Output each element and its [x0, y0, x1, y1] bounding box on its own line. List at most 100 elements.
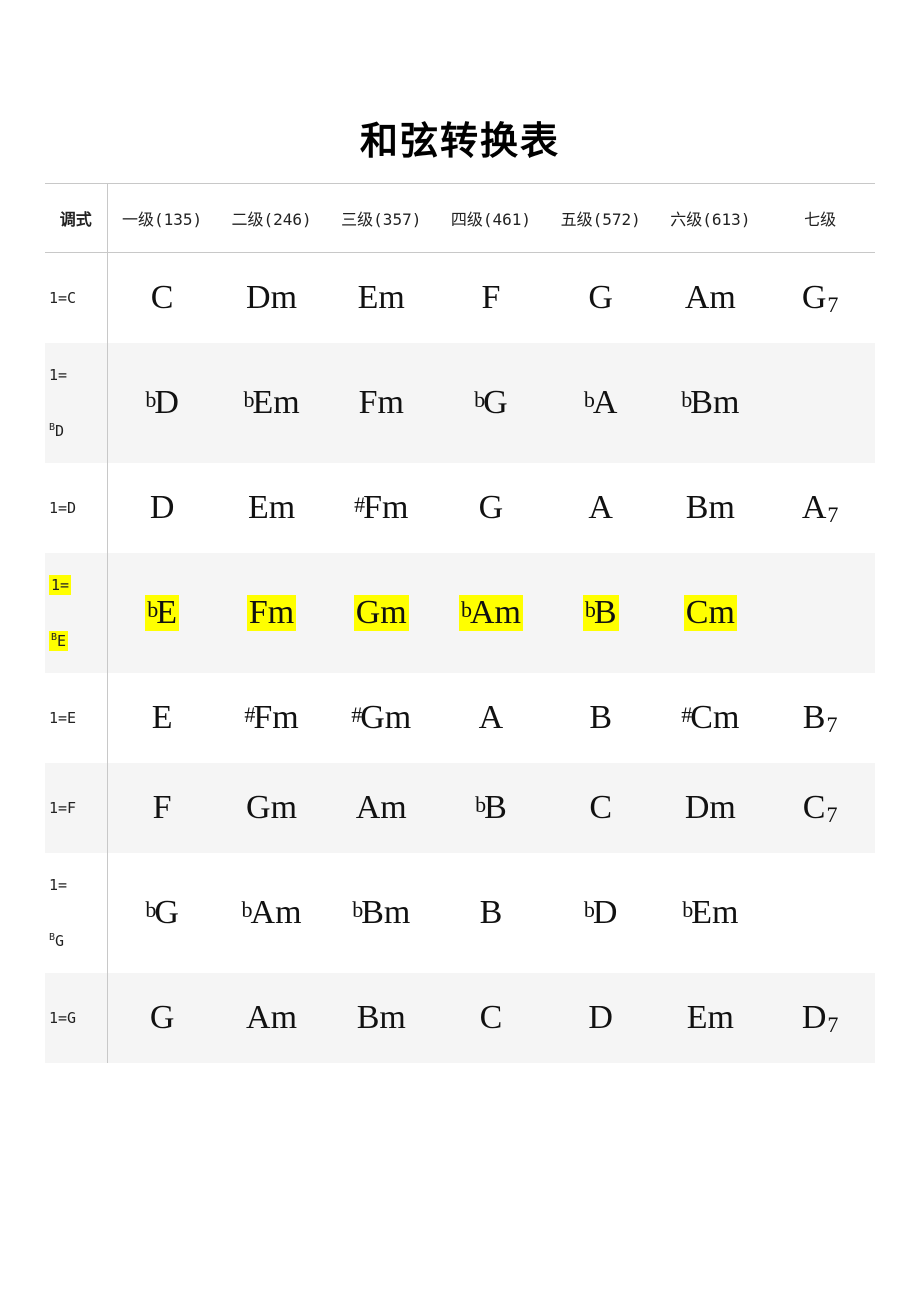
chord-cell: Em [217, 463, 327, 553]
chord-root: B [484, 789, 507, 826]
chord-suffix: 7 [827, 292, 838, 317]
key-cell: 1= BG [45, 853, 107, 973]
chord-cell: G [107, 973, 217, 1063]
chord-cell: C [546, 763, 656, 853]
key-cell: 1=G [45, 973, 107, 1063]
key-label: 1=D [49, 499, 107, 517]
table-row: 1=BDbDbEm FmbGbAbBm [45, 343, 875, 463]
chord-cell: Dm [656, 763, 766, 853]
chord-cell: Bm [326, 973, 436, 1063]
chord-cell: Gm [326, 553, 436, 673]
chord-cell: Fm [326, 343, 436, 463]
chord-cell: Cm [656, 553, 766, 673]
chord-cell: bE [107, 553, 217, 673]
chord-cell: #Cm [656, 673, 766, 763]
key-cell: 1=F [45, 763, 107, 853]
chord-root: G [802, 279, 827, 316]
chord-root: Fm [253, 699, 298, 736]
chord-cell: B [546, 673, 656, 763]
chord-suffix: 7 [827, 1012, 838, 1037]
key-label: BG [49, 932, 107, 950]
chord-root: Am [356, 789, 407, 826]
chord-root: G [479, 489, 504, 526]
chord-cell: Am [326, 763, 436, 853]
chord-root: F [153, 789, 172, 826]
chord-root: B [480, 894, 503, 931]
chord-root: B [803, 699, 826, 736]
key-label: 1= [49, 876, 107, 894]
chord-cell: bBm [326, 853, 436, 973]
chord-suffix: 7 [826, 802, 837, 827]
chord-root: Am [251, 894, 302, 931]
chord-cell: C7 [765, 763, 875, 853]
chord-root: A [802, 489, 827, 526]
chord-cell: bBm [656, 343, 766, 463]
table-row: 1=BEbEFmGmbAmbBCm [45, 553, 875, 673]
chord-root: C [803, 789, 826, 826]
table-row: 1=EE#Fm#GmAB#CmB7 [45, 673, 875, 763]
col-deg6: 六级(613) [656, 184, 766, 253]
col-deg5: 五级(572) [546, 184, 656, 253]
chord-root: G [154, 894, 179, 931]
chord-root: Am [470, 594, 521, 631]
chord-cell: bD [107, 343, 217, 463]
chord-root: E [152, 699, 173, 736]
key-cell: 1=C [45, 253, 107, 344]
chord-root: G [588, 279, 613, 316]
key-label: 1=G [49, 1009, 107, 1027]
chord-cell: F [107, 763, 217, 853]
chord-cell: D [546, 973, 656, 1063]
chord-cell: D [107, 463, 217, 553]
chord-cell: bA [546, 343, 656, 463]
key-label: 1= [49, 576, 107, 594]
chord-root: D [150, 489, 175, 526]
chord-cell: Dm [217, 253, 327, 344]
chord-cell: bD [546, 853, 656, 973]
chord-root: Bm [361, 894, 410, 931]
chord-root: D [154, 384, 179, 421]
chord-table: 调式 一级(135) 二级(246) 三级(357) 四级(461) 五级(57… [45, 183, 875, 1063]
key-label: 1=F [49, 799, 107, 817]
chord-root: Bm [690, 384, 739, 421]
chord-cell: G7 [765, 253, 875, 344]
key-cell: 1=E [45, 673, 107, 763]
chord-root: D [588, 999, 613, 1036]
chord-cell: G [546, 253, 656, 344]
chord-cell: Am [656, 253, 766, 344]
chord-cell: bG [107, 853, 217, 973]
table-row: 1=CCDmEmFGAmG7 [45, 253, 875, 344]
chord-cell: Am [217, 973, 327, 1063]
chord-cell [765, 343, 875, 463]
chord-root: Fm [359, 384, 404, 421]
chord-root: Gm [246, 789, 297, 826]
chord-root: Cm [690, 699, 739, 736]
col-key: 调式 [45, 184, 107, 253]
chord-cell: B7 [765, 673, 875, 763]
key-cell: 1=BD [45, 343, 107, 463]
table-header-row: 调式 一级(135) 二级(246) 三级(357) 四级(461) 五级(57… [45, 184, 875, 253]
table-row: 1=BGbGbAmbBmBbDbEm [45, 853, 875, 973]
chord-cell: Bm [656, 463, 766, 553]
chord-root: G [483, 384, 508, 421]
chord-cell: A [436, 673, 546, 763]
key-cell: 1=D [45, 463, 107, 553]
chord-cell: A7 [765, 463, 875, 553]
key-label: BE [49, 632, 107, 650]
col-deg7: 七级 [765, 184, 875, 253]
chord-root: Em [687, 999, 734, 1036]
table-body: 1=CCDmEmFGAmG71=BDbDbEmFmbGbAbBm1=DDEm#F… [45, 253, 875, 1064]
chord-cell: bEm [217, 343, 327, 463]
key-label: 1=C [49, 289, 107, 307]
chord-cell: Em [656, 973, 766, 1063]
chord-cell: bG [436, 343, 546, 463]
chord-cell: A [546, 463, 656, 553]
chord-cell: #Fm [326, 463, 436, 553]
chord-root: B [594, 594, 617, 631]
chord-cell [765, 553, 875, 673]
chord-suffix: 7 [827, 502, 838, 527]
chord-cell: Fm [217, 553, 327, 673]
page-title: 和弦转换表 [45, 110, 875, 165]
chord-cell: bB [436, 763, 546, 853]
table-row: 1=DDEm#FmGABmA7 [45, 463, 875, 553]
chord-root: Em [358, 279, 405, 316]
